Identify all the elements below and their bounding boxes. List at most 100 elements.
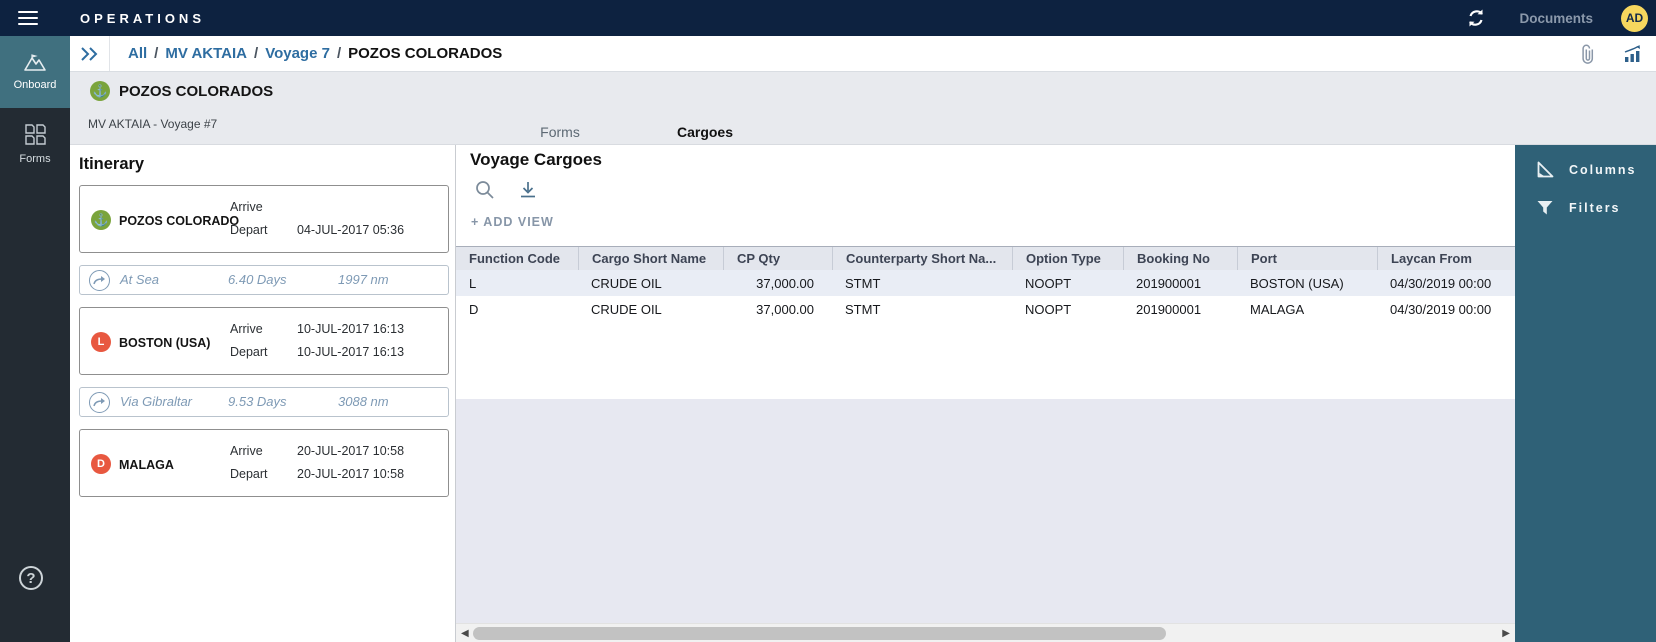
sidebar: Onboard Forms ? [0, 36, 70, 642]
column-header-cargo-short-name[interactable]: Cargo Short Name [578, 247, 723, 270]
page-subtitle: MV AKTAIA - Voyage #7 [88, 117, 218, 131]
page-title: POZOS COLORADOS [119, 82, 274, 100]
filters-button-label: Filters [1569, 201, 1621, 215]
column-header-counterparty[interactable]: Counterparty Short Na... [832, 247, 1012, 270]
column-header-laycan-from[interactable]: Laycan From [1377, 247, 1515, 270]
scrollbar-thumb[interactable] [473, 627, 1166, 640]
transit-duration: 6.40 Days [228, 272, 287, 287]
transit-duration: 9.53 Days [228, 394, 287, 409]
itinerary-panel: Itinerary ⚓ POZOS COLORADO Arrive Depart… [70, 145, 456, 642]
depart-label: Depart [230, 223, 268, 237]
breadcrumb-current: POZOS COLORADOS [348, 45, 503, 62]
transit-label: At Sea [120, 272, 160, 287]
cell-port: BOSTON (USA) [1250, 275, 1344, 291]
column-header-port[interactable]: Port [1237, 247, 1377, 270]
scrollbar-right-arrow-icon[interactable]: ▶ [1502, 628, 1510, 639]
breadcrumb-bar: All / MV AKTAIA / Voyage 7 / POZOS COLOR… [70, 36, 1656, 72]
table-row[interactable]: L CRUDE OIL 37,000.00 STMT NOOPT 2019000… [456, 270, 1515, 296]
cell-cargo-short-name: CRUDE OIL [591, 301, 662, 317]
itinerary-stop-card[interactable]: D MALAGA Arrive 20-JUL-2017 10:58 Depart… [79, 429, 449, 497]
cell-function-code: D [469, 301, 479, 317]
app-title: OPERATIONS [80, 10, 205, 26]
sidebar-item-onboard[interactable]: Onboard [0, 36, 70, 108]
table-header-row: Function Code Cargo Short Name CP Qty Co… [456, 246, 1515, 270]
route-arrow-icon [89, 270, 110, 291]
horizontal-scrollbar[interactable]: ◀ ▶ [456, 623, 1515, 642]
tab-forms[interactable]: Forms [540, 124, 580, 140]
voyage-cargoes-title: Voyage Cargoes [470, 150, 602, 169]
cell-counterparty: STMT [845, 275, 881, 291]
cell-booking-no: 201900001 [1136, 275, 1202, 291]
help-icon[interactable]: ? [19, 566, 43, 590]
documents-link[interactable]: Documents [1519, 10, 1593, 26]
cell-cp-qty: 37,000.00 [756, 301, 814, 317]
itinerary-stop-card[interactable]: ⚓ POZOS COLORADO Arrive Depart 04-JUL-20… [79, 185, 449, 253]
columns-button-label: Columns [1569, 163, 1637, 177]
breadcrumb-link-voyage[interactable]: Voyage 7 [265, 45, 330, 62]
sidebar-item-forms[interactable]: Forms [0, 108, 70, 180]
depart-value: 04-JUL-2017 05:36 [297, 223, 405, 237]
filter-funnel-icon [1535, 198, 1555, 218]
breadcrumb-separator: / [336, 45, 342, 62]
arrive-value: 20-JUL-2017 10:58 [297, 444, 405, 458]
onboard-mountain-icon [22, 53, 48, 73]
breadcrumb: All / MV AKTAIA / Voyage 7 / POZOS COLOR… [128, 45, 502, 62]
cell-function-code: L [469, 275, 477, 291]
stop-name: POZOS COLORADO [119, 214, 240, 228]
search-icon[interactable] [472, 177, 498, 203]
tab-cargoes[interactable]: Cargoes [676, 124, 734, 140]
arrive-label: Arrive [230, 444, 263, 458]
breadcrumb-link-all[interactable]: All [128, 45, 148, 62]
cell-option-type: NOOPT [1025, 275, 1072, 291]
discharge-badge: D [91, 454, 111, 474]
cell-cp-qty: 37,000.00 [756, 275, 814, 291]
page-header: ⚓ POZOS COLORADOS MV AKTAIA - Voyage #7 … [70, 72, 1656, 145]
depart-value: 20-JUL-2017 10:58 [297, 467, 405, 481]
route-arrow-icon [89, 392, 110, 413]
cell-option-type: NOOPT [1025, 301, 1072, 317]
forms-pages-icon [22, 123, 48, 147]
column-header-booking-no[interactable]: Booking No [1123, 247, 1237, 270]
cargoes-table: Function Code Cargo Short Name CP Qty Co… [456, 246, 1515, 322]
table-empty-area [456, 399, 1515, 623]
breadcrumb-separator: / [254, 45, 259, 62]
depart-label: Depart [230, 467, 268, 481]
cell-laycan-from: 04/30/2019 00:00 [1390, 275, 1492, 291]
top-bar: OPERATIONS Documents AD [0, 0, 1656, 36]
itinerary-title: Itinerary [79, 155, 145, 173]
breadcrumb-link-vessel[interactable]: MV AKTAIA [165, 45, 248, 62]
chart-trend-icon[interactable] [1622, 44, 1644, 64]
cell-port: MALAGA [1250, 301, 1305, 317]
arrive-value: 10-JUL-2017 16:13 [297, 322, 405, 336]
avatar[interactable]: AD [1621, 4, 1648, 32]
table-row[interactable]: D CRUDE OIL 37,000.00 STMT NOOPT 2019000… [456, 296, 1515, 322]
columns-button[interactable]: Columns [1515, 151, 1656, 189]
add-view-button[interactable]: + ADD VIEW [471, 215, 554, 229]
load-badge: L [91, 332, 111, 352]
arrive-label: Arrive [230, 322, 263, 336]
itinerary-stop-card[interactable]: L BOSTON (USA) Arrive 10-JUL-2017 16:13 … [79, 307, 449, 375]
sidebar-item-label: Forms [19, 153, 51, 165]
column-header-function-code[interactable]: Function Code [469, 251, 560, 266]
sync-icon[interactable] [1463, 5, 1489, 31]
sidebar-item-label: Onboard [13, 79, 57, 91]
depart-value: 10-JUL-2017 16:13 [297, 345, 405, 359]
stop-name: MALAGA [119, 458, 174, 472]
filters-button[interactable]: Filters [1515, 189, 1656, 227]
right-rail: Columns Filters [1515, 145, 1656, 642]
transit-distance: 3088 nm [338, 394, 389, 409]
hamburger-menu-icon[interactable] [18, 7, 56, 29]
itinerary-transit-row[interactable]: At Sea 6.40 Days 1997 nm [79, 265, 449, 295]
arrive-label: Arrive [230, 200, 263, 214]
anchor-badge-icon: ⚓ [90, 81, 110, 101]
columns-triangle-icon [1535, 160, 1555, 180]
column-header-cp-qty[interactable]: CP Qty [723, 247, 832, 270]
depart-label: Depart [230, 345, 268, 359]
itinerary-transit-row[interactable]: Via Gibraltar 9.53 Days 3088 nm [79, 387, 449, 417]
collapse-chevron-icon[interactable] [70, 36, 110, 71]
column-header-option-type[interactable]: Option Type [1012, 247, 1123, 270]
cell-laycan-from: 04/30/2019 00:00 [1390, 301, 1492, 317]
paperclip-icon[interactable] [1578, 43, 1594, 65]
download-icon[interactable] [515, 177, 541, 203]
scrollbar-left-arrow-icon[interactable]: ◀ [461, 628, 469, 639]
